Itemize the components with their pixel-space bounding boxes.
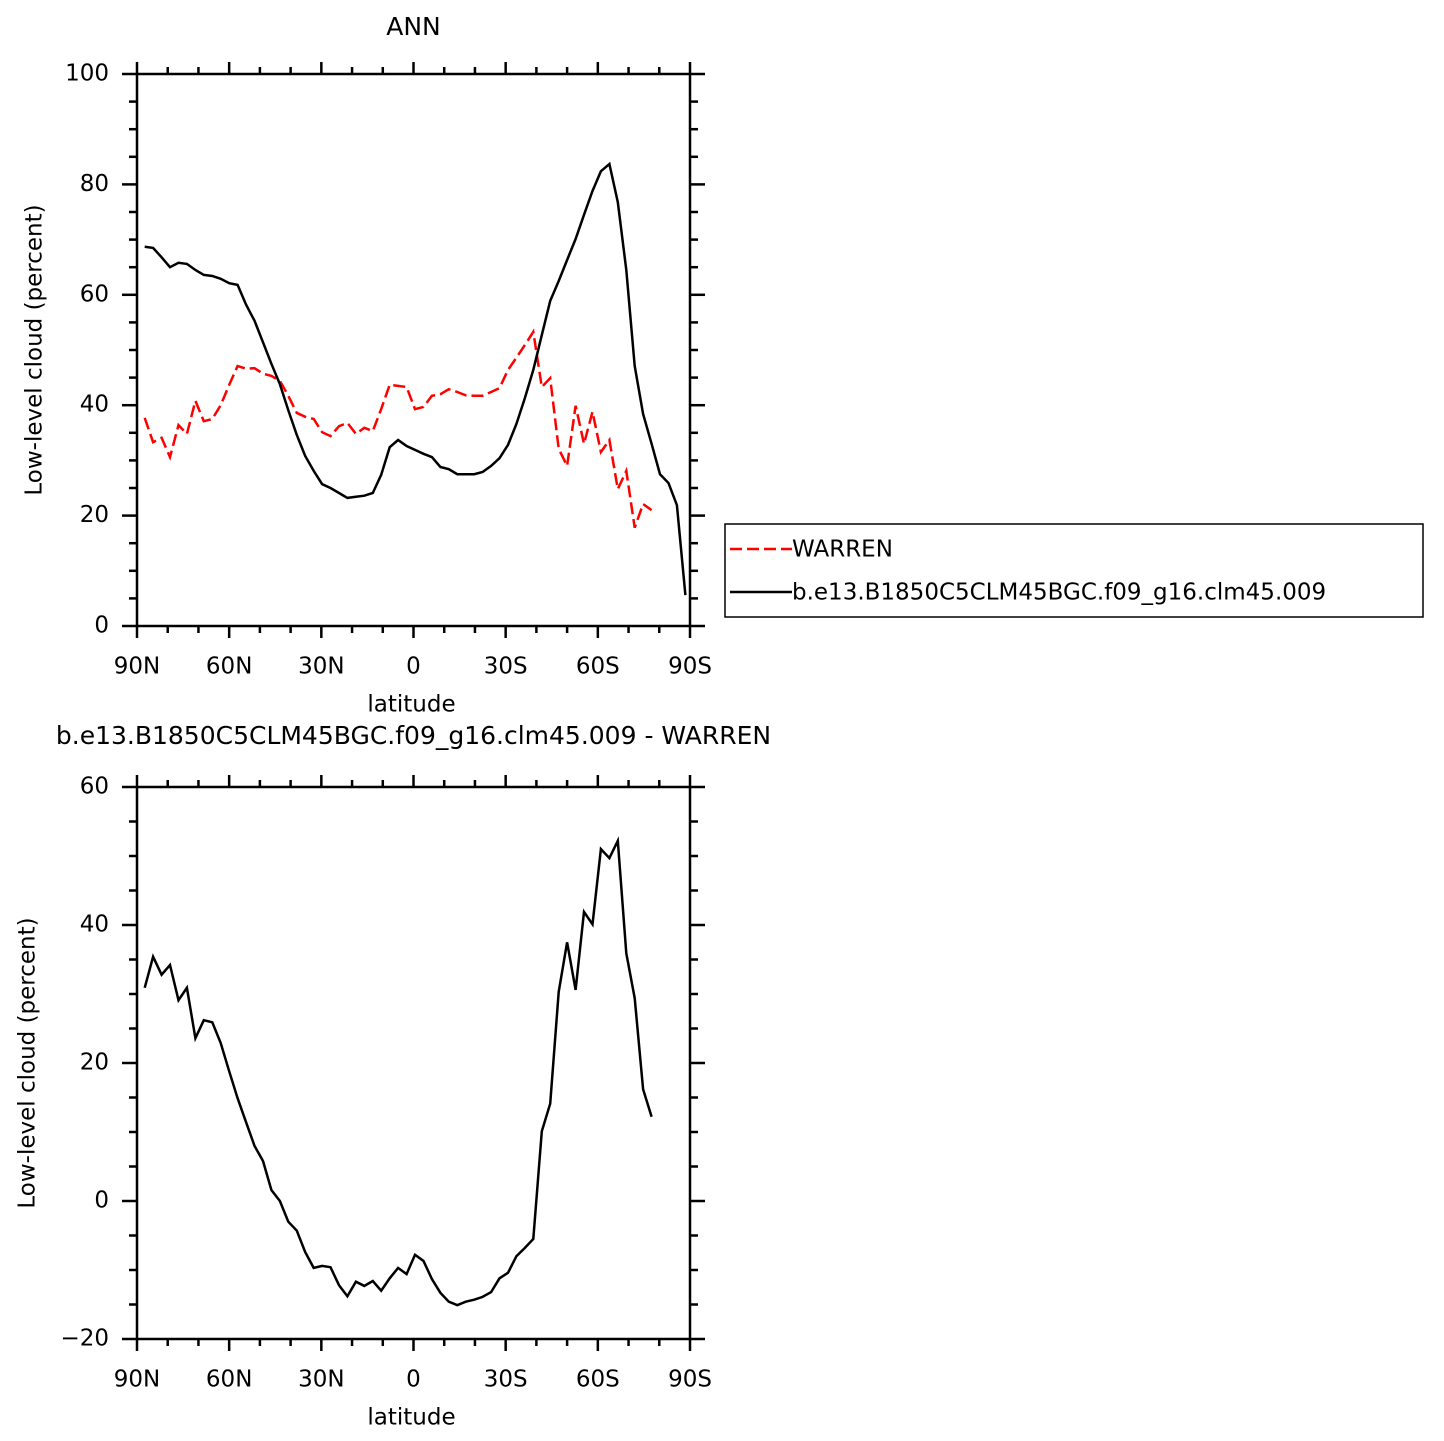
legend-label: b.e13.B1850C5CLM45BGC.f09_g16.clm45.009 [792, 580, 1326, 606]
x-tick-label: 0 [406, 1367, 421, 1393]
x-tick-label: 60N [206, 654, 252, 680]
x-tick-label: 60N [206, 1367, 252, 1393]
x-tick-label: 30N [298, 1367, 344, 1393]
legend-box [724, 523, 1424, 618]
x-axis-label: latitude [367, 1405, 455, 1431]
y-tick-label: 20 [80, 1050, 109, 1076]
x-tick-label: 60S [576, 654, 620, 680]
legend-label: WARREN [792, 537, 893, 563]
data-line [144, 161, 687, 596]
data-line [143, 836, 653, 1307]
x-axis-label: latitude [367, 692, 455, 718]
x-tick-label: 0 [406, 654, 421, 680]
y-tick-label: 0 [94, 613, 109, 639]
y-axis-label: Low-level cloud (percent) [15, 917, 41, 1208]
y-tick-label: 20 [80, 502, 109, 528]
x-tick-label: 30N [298, 654, 344, 680]
data-line [143, 328, 653, 529]
plot-frame [135, 785, 692, 1341]
x-tick-label: 90N [114, 654, 160, 680]
x-tick-label: 60S [576, 1367, 620, 1393]
y-tick-label: 40 [80, 392, 109, 418]
x-tick-label: 30S [484, 1367, 528, 1393]
plot-frame [135, 72, 692, 628]
y-tick-label: 80 [80, 171, 109, 197]
y-tick-label: 100 [65, 61, 109, 87]
y-tick-label: 60 [80, 774, 109, 800]
chart-title: b.e13.B1850C5CLM45BGC.f09_g16.clm45.009 … [56, 721, 771, 750]
y-tick-label: 0 [94, 1188, 109, 1214]
y-axis-label: Low-level cloud (percent) [22, 204, 48, 495]
y-tick-label: −20 [60, 1326, 109, 1352]
y-tick-label: 60 [80, 281, 109, 307]
x-tick-label: 90S [668, 654, 712, 680]
x-tick-label: 90S [668, 1367, 712, 1393]
y-tick-label: 40 [80, 912, 109, 938]
chart-title: ANN [386, 12, 441, 41]
x-tick-label: 30S [484, 654, 528, 680]
x-tick-label: 90N [114, 1367, 160, 1393]
